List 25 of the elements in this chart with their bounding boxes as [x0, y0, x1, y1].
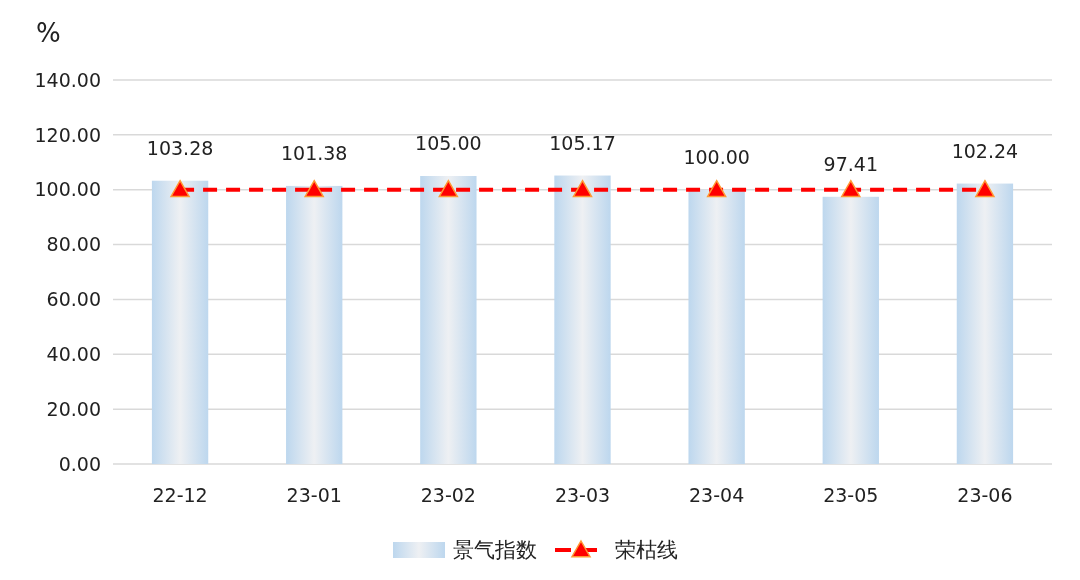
y-tick-label: 80.00 [46, 233, 101, 256]
y-tick-label: 20.00 [46, 397, 101, 420]
data-label: 97.41 [823, 152, 878, 175]
data-label: 101.38 [280, 141, 348, 164]
y-tick-label: 120.00 [34, 123, 101, 146]
x-tick-label: 23-04 [689, 484, 745, 506]
y-tick-label: 140.00 [34, 68, 101, 91]
x-tick-label: 22-12 [152, 484, 208, 506]
x-tick-label: 23-01 [286, 484, 342, 506]
x-tick-label: 23-03 [554, 484, 611, 506]
y-tick-label: 40.00 [46, 342, 101, 365]
y-tick-label: 60.00 [46, 288, 101, 311]
x-tick-label: 23-02 [420, 484, 476, 506]
x-tick-label: 23-06 [957, 484, 1013, 506]
data-label: 100.00 [683, 145, 750, 168]
x-tick-label: 23-05 [823, 484, 879, 506]
data-label: 102.24 [951, 139, 1019, 162]
legend-label: 景气指数 [453, 538, 537, 563]
y-axis-title: % [36, 18, 61, 48]
y-tick-label: 0.00 [58, 452, 101, 475]
legend-label: 荣枯线 [615, 538, 678, 563]
data-label: 105.17 [549, 131, 616, 154]
data-label: 103.28 [146, 136, 214, 159]
y-tick-label: 100.00 [34, 178, 101, 201]
data-label: 105.00 [415, 132, 482, 154]
